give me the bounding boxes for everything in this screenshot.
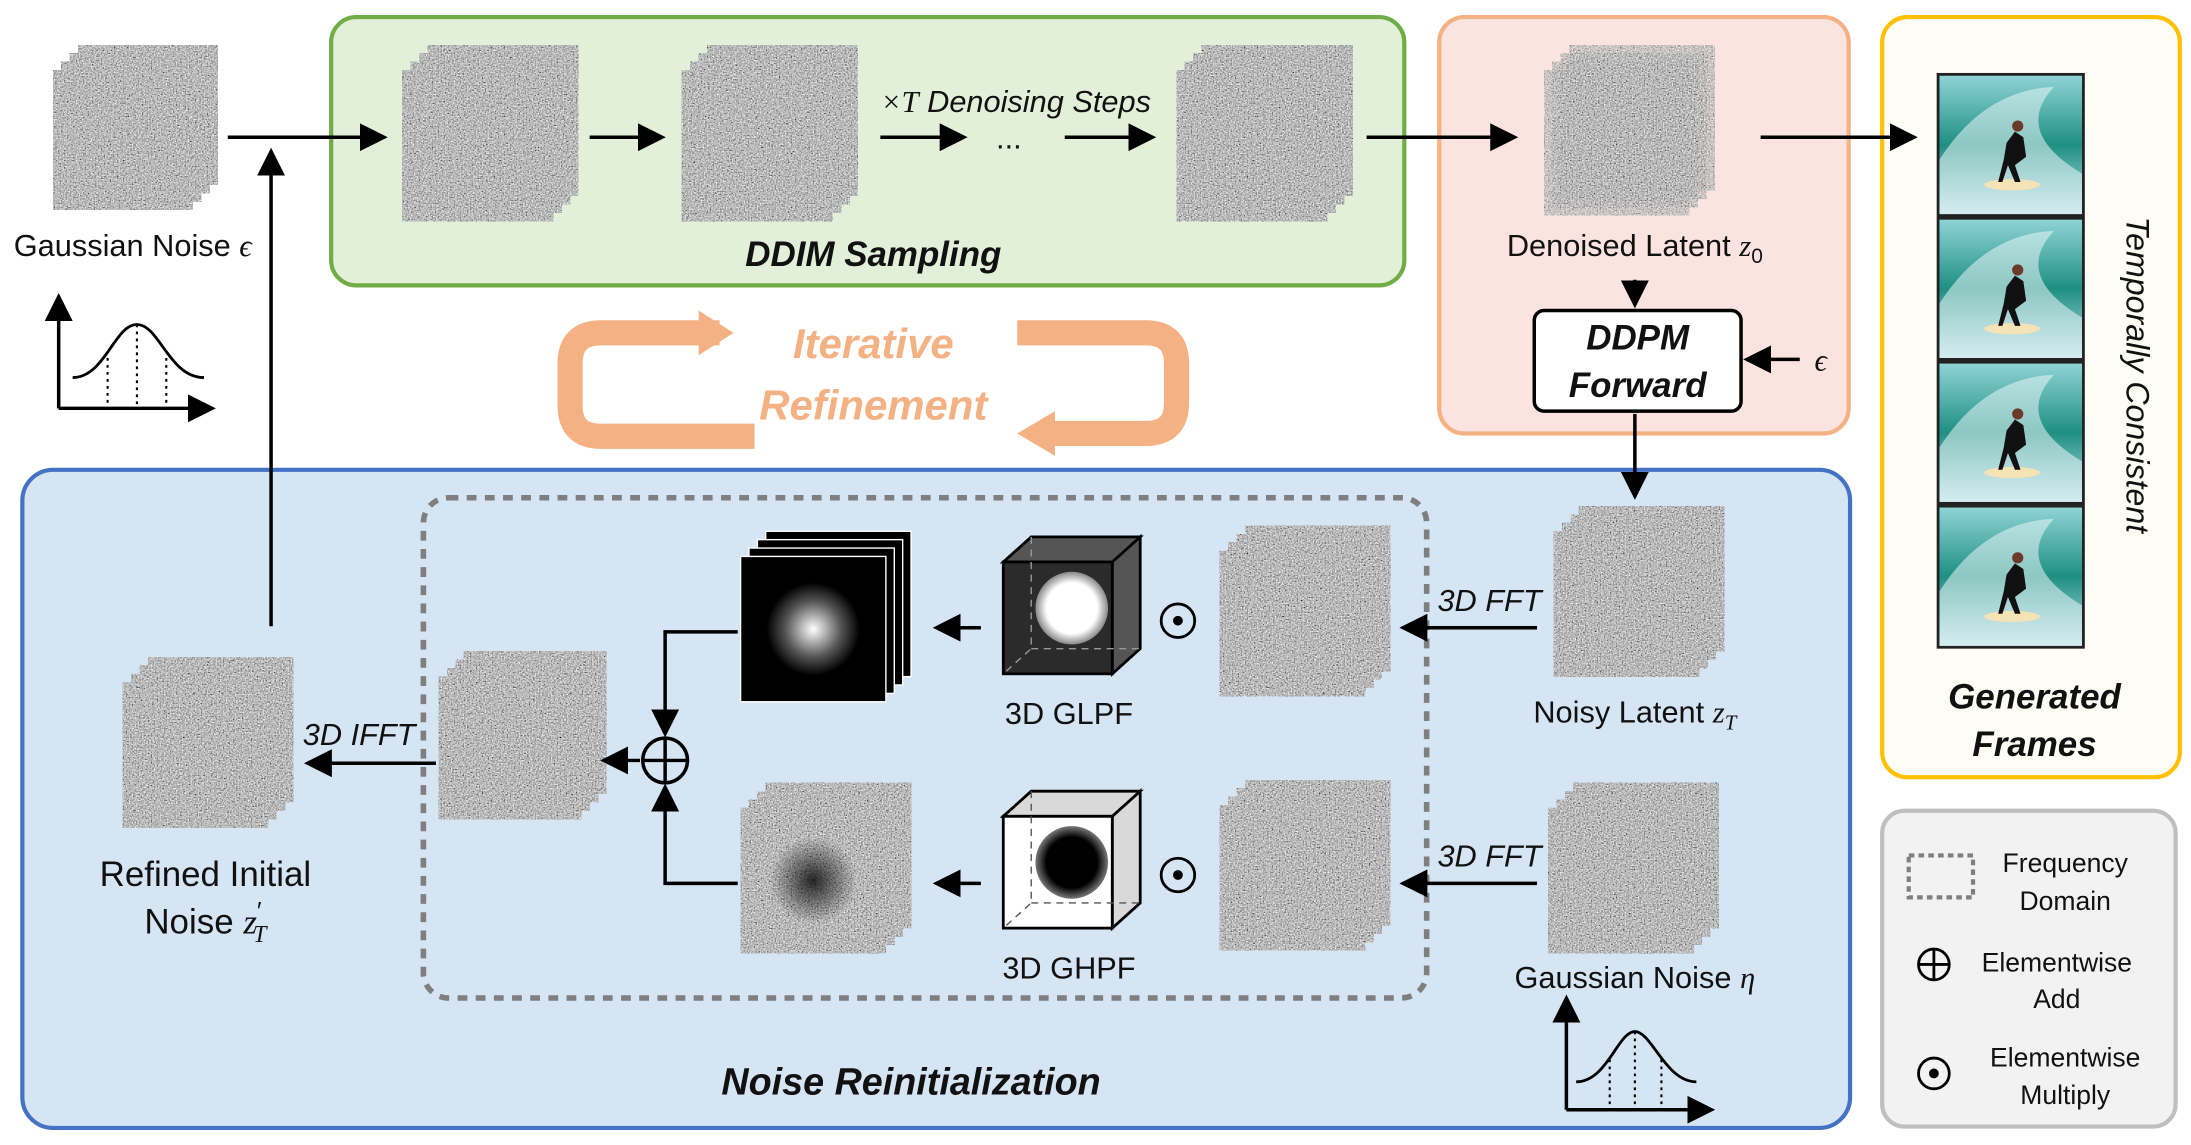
surfer-head (2012, 264, 2024, 276)
ddim-box (329, 14, 1407, 288)
latent-slice (1218, 804, 1367, 952)
glpf-cube (999, 533, 1144, 677)
surfer-head (2012, 552, 2024, 564)
gaussian-plot (1552, 994, 1716, 1124)
surfer (1998, 419, 2027, 470)
reinit-box (20, 467, 1853, 1131)
latent-slice (401, 69, 555, 223)
surfer (1998, 131, 2027, 182)
refine-loop-left (557, 320, 755, 449)
refine-arrowhead (698, 310, 734, 356)
fft-top: 3D FFT (1437, 583, 1543, 618)
latent-slice (52, 69, 194, 211)
steps-label: ×T Denoising Steps (881, 84, 1151, 119)
frequency-domain (420, 494, 1430, 1001)
legend-label: Frequency (2003, 848, 2129, 878)
ellipsis: ... (996, 120, 1022, 155)
refined-line1: Refined Initial (100, 855, 312, 894)
high-freq-hole (769, 837, 857, 925)
surfboard (1984, 323, 2041, 335)
iterative-line2: Refinement (759, 381, 989, 428)
latent-slice (1552, 530, 1701, 678)
latent-slice (437, 675, 583, 821)
legend-label: Elementwise (1990, 1042, 2140, 1072)
generated-line1: Generated (1948, 678, 2121, 717)
noise-stacks (52, 43, 1726, 955)
multiply-symbols (1159, 602, 1197, 894)
surfer (1998, 563, 2027, 614)
legend-multiply (1917, 1056, 1951, 1091)
ddpm-input: ϵ (1815, 344, 1829, 378)
latent-slice (1542, 69, 1691, 217)
surfboard (1984, 467, 2041, 479)
surfer (1998, 275, 2027, 326)
legend-box (1880, 808, 2178, 1129)
latent-slice (1218, 549, 1367, 698)
ghpf-cube (999, 788, 1144, 932)
legend-dashed (1906, 853, 1976, 900)
temporal-label: Temporally Consistent (2120, 216, 2156, 535)
fft-bottom: 3D FFT (1437, 839, 1543, 874)
legend-label: Add (2033, 984, 2080, 1014)
reinit-title: Noise Reinitialization (721, 1060, 1100, 1102)
ddpm-line1: DDPM (1586, 319, 1690, 358)
ifft: 3D IFFT (303, 717, 418, 752)
legend-label: Elementwise (1982, 947, 2132, 977)
denoised-label: Denoised Latent z0 (1507, 228, 1763, 268)
refine-loop-right (1017, 320, 1190, 447)
ghpf-label: 3D GHPF (1002, 950, 1135, 985)
add-symbol (641, 736, 690, 785)
surfboard (1984, 610, 2041, 623)
ddim-title: DDIM Sampling (745, 235, 1001, 274)
refined-line2: Noise z′ T (144, 898, 268, 948)
noisy-label: Noisy Latent zT (1533, 695, 1737, 735)
latent-slice (680, 69, 834, 223)
generated-line2: Frames (1972, 725, 2096, 764)
latent-slice (121, 681, 270, 829)
legend-label: Domain (2020, 886, 2111, 916)
surfer-head (2012, 120, 2024, 132)
latent-slice (1547, 806, 1695, 955)
gaussian-noise-label: Gaussian Noise ϵ (14, 228, 254, 263)
legend-label: Multiply (2020, 1080, 2111, 1110)
gaussian-plot (44, 293, 216, 423)
low-freq (766, 582, 860, 676)
glpf-label: 3D GLPF (1005, 696, 1133, 731)
ddpm-box (1532, 308, 1743, 413)
latent-slice (1175, 69, 1329, 223)
refine-arrowhead (1017, 411, 1055, 456)
arrows (227, 123, 1918, 898)
ddpm-line2: Forward (1569, 366, 1707, 405)
eta-label: Gaussian Noise η (1514, 960, 1755, 995)
surfer-head (2012, 408, 2024, 420)
surfboard (1984, 179, 2041, 191)
iterative-line1: Iterative (793, 320, 954, 367)
legend-add (1917, 947, 1951, 982)
